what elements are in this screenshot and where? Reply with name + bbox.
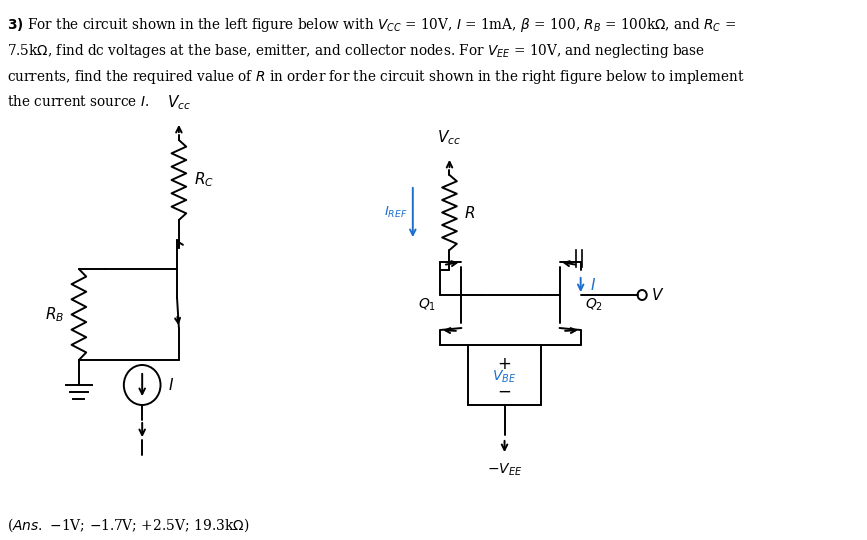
Text: ($\mathit{Ans.}$ $-$1V; $-$1.7V; +2.5V; 19.3k$\Omega$): ($\mathit{Ans.}$ $-$1V; $-$1.7V; +2.5V; … (7, 516, 250, 534)
Text: $V_{cc}$: $V_{cc}$ (438, 129, 461, 147)
Text: $V_{cc}$: $V_{cc}$ (166, 93, 191, 112)
Text: $+$: $+$ (498, 355, 512, 373)
Text: $I$: $I$ (590, 277, 596, 293)
Text: 7.5k$\Omega$, find dc voltages at the base, emitter, and collector nodes. For $V: 7.5k$\Omega$, find dc voltages at the ba… (7, 42, 706, 60)
Text: $-V_{EE}$: $-V_{EE}$ (487, 462, 522, 478)
Text: $Q_2$: $Q_2$ (585, 297, 603, 313)
Text: $V$: $V$ (651, 287, 665, 303)
Text: the current source $I$.: the current source $I$. (7, 94, 150, 109)
Text: $I$: $I$ (168, 377, 174, 393)
Text: $R_C$: $R_C$ (193, 171, 213, 190)
Text: $R$: $R$ (464, 205, 475, 220)
Text: $I_{REF}$: $I_{REF}$ (383, 205, 407, 220)
Text: currents, find the required value of $R$ in order for the circuit shown in the r: currents, find the required value of $R$… (7, 68, 745, 86)
Text: $R_B$: $R_B$ (45, 305, 64, 324)
Text: $V_{BE}$: $V_{BE}$ (492, 369, 517, 385)
Text: $\mathbf{3)}$ For the circuit shown in the left figure below with $V_{CC}$ = 10V: $\mathbf{3)}$ For the circuit shown in t… (7, 16, 737, 34)
Text: $Q_1$: $Q_1$ (418, 297, 436, 313)
Text: $-$: $-$ (498, 382, 512, 400)
Bar (468, 345, 541, 405)
